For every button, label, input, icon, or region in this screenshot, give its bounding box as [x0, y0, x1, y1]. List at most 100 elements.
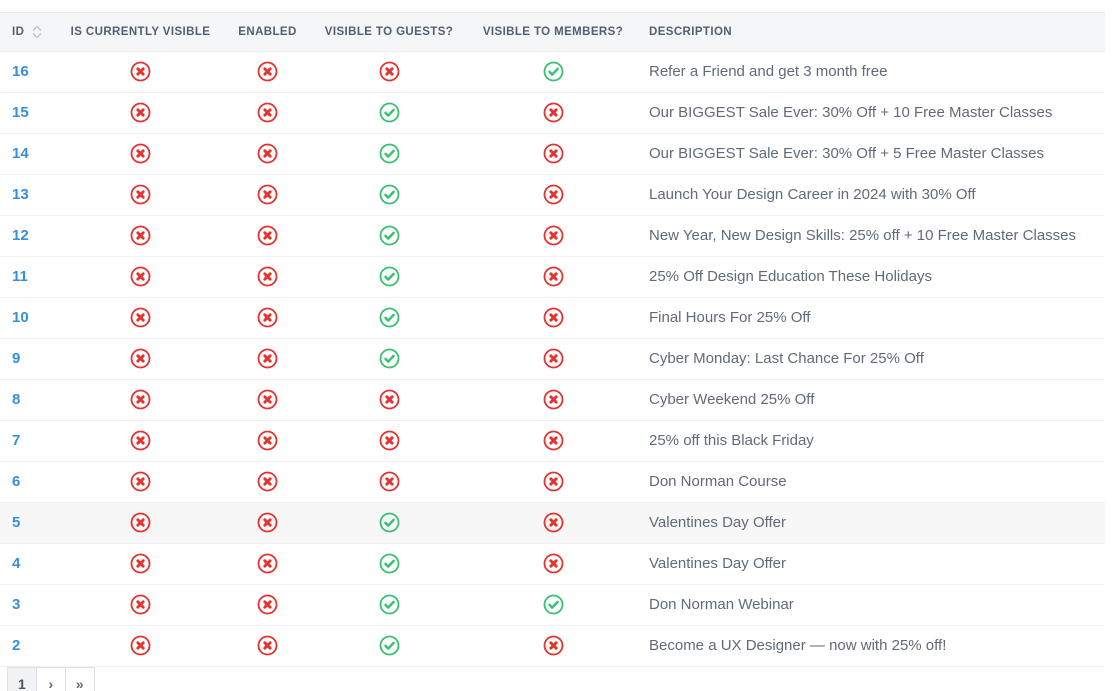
row-id-link[interactable]: 13	[12, 186, 29, 203]
cell-enabled	[215, 256, 320, 298]
row-id-link[interactable]: 5	[12, 514, 21, 531]
status-x-icon	[542, 511, 565, 534]
cell-enabled	[215, 297, 320, 339]
row-description: Don Norman Course	[648, 461, 1105, 503]
status-x-icon	[256, 388, 279, 411]
cell-enabled	[215, 420, 320, 462]
cell-is-currently-visible	[66, 461, 215, 503]
table-row: 11 25% Off Design Education These Holida…	[0, 256, 1105, 298]
cell-visible-to-members	[458, 174, 648, 216]
column-header-id-label: ID	[12, 25, 25, 38]
row-id-link[interactable]: 10	[12, 309, 29, 326]
cell-visible-to-guests	[320, 461, 458, 503]
status-x-icon	[129, 470, 152, 493]
cell-visible-to-members	[458, 379, 648, 421]
cell-enabled	[215, 625, 320, 667]
cell-visible-to-members	[458, 92, 648, 134]
table-row: 12 New Year, New Design Skills: 25% off …	[0, 215, 1105, 257]
row-id-link[interactable]: 14	[12, 145, 29, 162]
status-check-icon	[378, 183, 401, 206]
cell-is-currently-visible	[66, 92, 215, 134]
status-x-icon	[542, 224, 565, 247]
row-id-link[interactable]: 8	[12, 391, 21, 408]
pagination-button[interactable]: ›	[36, 666, 66, 691]
status-x-icon	[542, 388, 565, 411]
row-id-link[interactable]: 11	[12, 268, 28, 285]
table-row: 5 Valentines Day Offer	[0, 502, 1105, 544]
status-check-icon	[378, 593, 401, 616]
status-x-icon	[129, 224, 152, 247]
table-row: 7 25% off this Black Friday	[0, 420, 1105, 462]
pagination-button[interactable]: »	[65, 666, 95, 691]
table-row: 14 Our BIGGEST Sale Ever: 30% Off + 5 Fr…	[0, 133, 1105, 175]
cell-visible-to-members	[458, 215, 648, 257]
table-row: 3 Don Norman Webinar	[0, 584, 1105, 626]
cell-is-currently-visible	[66, 420, 215, 462]
row-id-link[interactable]: 16	[12, 63, 29, 80]
row-id-link[interactable]: 7	[12, 432, 21, 449]
row-id-link[interactable]: 12	[12, 227, 29, 244]
status-x-icon	[129, 552, 152, 575]
table-container: ID IS CURRENTLY VISIBLE ENABLED VISIBLE …	[0, 12, 1105, 667]
status-x-icon	[129, 101, 152, 124]
table-row: 13 Launch Your Design Career in 2024 wit…	[0, 174, 1105, 216]
pagination-item: »	[65, 666, 95, 691]
column-header-id[interactable]: ID	[0, 13, 66, 52]
column-header-visible-to-guests: VISIBLE TO GUESTS?	[320, 13, 458, 52]
promotions-table: ID IS CURRENTLY VISIBLE ENABLED VISIBLE …	[0, 13, 1105, 667]
pagination-page-current[interactable]: 1	[7, 666, 37, 691]
row-id-link[interactable]: 6	[12, 473, 21, 490]
row-description: Our BIGGEST Sale Ever: 30% Off + 5 Free …	[648, 133, 1105, 175]
table-row: 6 Don Norman Course	[0, 461, 1105, 503]
table-row: 15 Our BIGGEST Sale Ever: 30% Off + 10 F…	[0, 92, 1105, 134]
cell-visible-to-guests	[320, 379, 458, 421]
cell-enabled	[215, 92, 320, 134]
status-x-icon	[129, 593, 152, 616]
status-x-icon	[129, 347, 152, 370]
status-x-icon	[129, 429, 152, 452]
cell-visible-to-members	[458, 502, 648, 544]
row-description: New Year, New Design Skills: 25% off + 1…	[648, 215, 1105, 257]
sort-icon[interactable]	[31, 24, 43, 40]
status-x-icon	[129, 183, 152, 206]
status-x-icon	[542, 183, 565, 206]
cell-visible-to-members	[458, 461, 648, 503]
status-x-icon	[542, 306, 565, 329]
status-check-icon	[378, 306, 401, 329]
column-header-enabled: ENABLED	[215, 13, 320, 52]
cell-enabled	[215, 543, 320, 585]
cell-enabled	[215, 379, 320, 421]
status-x-icon	[256, 552, 279, 575]
table-row: 10 Final Hours For 25% Off	[0, 297, 1105, 339]
status-x-icon	[129, 265, 152, 288]
header-row: ID IS CURRENTLY VISIBLE ENABLED VISIBLE …	[0, 13, 1105, 52]
pagination: 1 ›»	[7, 666, 1114, 691]
table-row: 16 Refer a Friend and get 3 month free	[0, 51, 1105, 93]
status-x-icon	[256, 511, 279, 534]
cell-visible-to-members	[458, 51, 648, 93]
status-x-icon	[256, 101, 279, 124]
row-id-link[interactable]: 3	[12, 596, 21, 613]
cell-enabled	[215, 502, 320, 544]
cell-visible-to-guests	[320, 543, 458, 585]
status-check-icon	[378, 552, 401, 575]
status-x-icon	[542, 142, 565, 165]
table-row: 2 Become a UX Designer — now with 25% of…	[0, 625, 1105, 667]
cell-visible-to-members	[458, 584, 648, 626]
cell-visible-to-guests	[320, 215, 458, 257]
status-check-icon	[378, 634, 401, 657]
status-x-icon	[378, 470, 401, 493]
row-id-link[interactable]: 2	[12, 637, 21, 654]
cell-visible-to-guests	[320, 297, 458, 339]
cell-enabled	[215, 461, 320, 503]
cell-is-currently-visible	[66, 625, 215, 667]
row-description: 25% off this Black Friday	[648, 420, 1105, 462]
cell-visible-to-guests	[320, 420, 458, 462]
row-id-link[interactable]: 9	[12, 350, 21, 367]
row-id-link[interactable]: 4	[12, 555, 21, 572]
status-x-icon	[542, 634, 565, 657]
row-id-link[interactable]: 15	[12, 104, 29, 121]
column-header-visible-to-members: VISIBLE TO MEMBERS?	[458, 13, 648, 52]
cell-visible-to-members	[458, 133, 648, 175]
row-description: 25% Off Design Education These Holidays	[648, 256, 1105, 298]
